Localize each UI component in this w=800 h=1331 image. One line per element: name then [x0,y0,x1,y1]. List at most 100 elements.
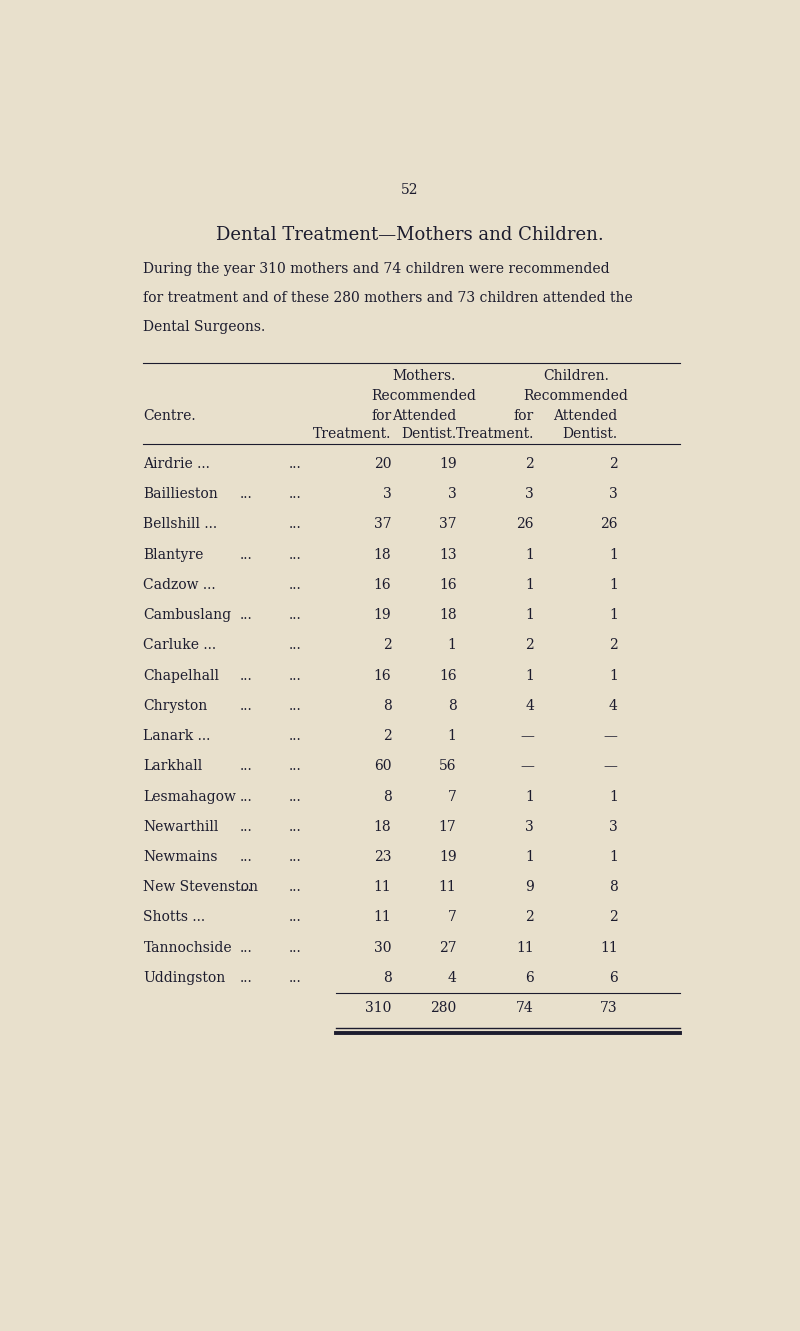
Text: 2: 2 [609,910,618,925]
Text: Attended: Attended [392,409,457,423]
Text: ...: ... [289,699,302,713]
Text: Dental Treatment—Mothers and Children.: Dental Treatment—Mothers and Children. [216,226,604,245]
Text: 52: 52 [402,184,418,197]
Text: Treatment.: Treatment. [456,427,534,441]
Text: 1: 1 [525,608,534,622]
Text: 2: 2 [382,729,391,743]
Text: 1: 1 [609,578,618,592]
Text: 9: 9 [526,880,534,894]
Text: Cambuslang: Cambuslang [143,608,231,622]
Text: Blantyre: Blantyre [143,547,204,562]
Text: —: — [604,729,618,743]
Text: Newarthill: Newarthill [143,820,218,833]
Text: 280: 280 [430,1001,457,1016]
Text: 74: 74 [516,1001,534,1016]
Text: 3: 3 [382,487,391,502]
Text: 18: 18 [374,547,391,562]
Text: Dentist.: Dentist. [562,427,618,441]
Text: 19: 19 [374,608,391,622]
Text: ...: ... [289,880,302,894]
Text: Recommended: Recommended [523,389,628,403]
Text: 37: 37 [439,518,457,531]
Text: 8: 8 [609,880,618,894]
Text: 16: 16 [374,578,391,592]
Text: ...: ... [289,970,302,985]
Text: 1: 1 [448,729,457,743]
Text: ...: ... [239,970,252,985]
Text: 2: 2 [609,639,618,652]
Text: 37: 37 [374,518,391,531]
Text: —: — [604,759,618,773]
Text: 4: 4 [609,699,618,713]
Text: Dental Surgeons.: Dental Surgeons. [143,319,266,334]
Text: ...: ... [289,578,302,592]
Text: Lesmahagow: Lesmahagow [143,789,236,804]
Text: ...: ... [289,851,302,864]
Text: 26: 26 [517,518,534,531]
Text: 11: 11 [374,880,391,894]
Text: 1: 1 [525,851,534,864]
Text: 1: 1 [609,547,618,562]
Text: 56: 56 [439,759,457,773]
Text: 19: 19 [439,457,457,471]
Text: Recommended: Recommended [371,389,476,403]
Text: 1: 1 [525,789,534,804]
Text: 1: 1 [609,668,618,683]
Text: ...: ... [239,789,252,804]
Text: for treatment and of these 280 mothers and 73 children attended the: for treatment and of these 280 mothers a… [143,291,633,305]
Text: 7: 7 [448,910,457,925]
Text: ...: ... [289,910,302,925]
Text: for: for [371,409,391,423]
Text: 27: 27 [439,941,457,954]
Text: 26: 26 [600,518,618,531]
Text: ...: ... [239,880,252,894]
Text: ...: ... [289,547,302,562]
Text: 1: 1 [609,851,618,864]
Text: Baillieston: Baillieston [143,487,218,502]
Text: Cadzow ...: Cadzow ... [143,578,216,592]
Text: —: — [520,759,534,773]
Text: 6: 6 [526,970,534,985]
Text: 17: 17 [438,820,457,833]
Text: 73: 73 [600,1001,618,1016]
Text: Chapelhall: Chapelhall [143,668,219,683]
Text: Bellshill ...: Bellshill ... [143,518,218,531]
Text: Tannochside: Tannochside [143,941,232,954]
Text: 6: 6 [609,970,618,985]
Text: 2: 2 [609,457,618,471]
Text: ...: ... [239,941,252,954]
Text: ...: ... [289,729,302,743]
Text: —: — [520,729,534,743]
Text: 30: 30 [374,941,391,954]
Text: 8: 8 [448,699,457,713]
Text: ...: ... [289,487,302,502]
Text: 1: 1 [525,668,534,683]
Text: Centre.: Centre. [143,409,196,423]
Text: 18: 18 [374,820,391,833]
Text: ...: ... [289,639,302,652]
Text: Airdrie ...: Airdrie ... [143,457,210,471]
Text: ...: ... [289,668,302,683]
Text: 11: 11 [600,941,618,954]
Text: 2: 2 [526,457,534,471]
Text: 7: 7 [448,789,457,804]
Text: 3: 3 [609,820,618,833]
Text: 2: 2 [526,910,534,925]
Text: 3: 3 [526,487,534,502]
Text: Uddingston: Uddingston [143,970,226,985]
Text: Treatment.: Treatment. [313,427,391,441]
Text: ...: ... [289,789,302,804]
Text: Newmains: Newmains [143,851,218,864]
Text: 18: 18 [439,608,457,622]
Text: Larkhall: Larkhall [143,759,202,773]
Text: 1: 1 [448,639,457,652]
Text: Shotts ...: Shotts ... [143,910,206,925]
Text: 310: 310 [365,1001,391,1016]
Text: 16: 16 [439,668,457,683]
Text: 3: 3 [609,487,618,502]
Text: 16: 16 [439,578,457,592]
Text: 11: 11 [516,941,534,954]
Text: Lanark ...: Lanark ... [143,729,210,743]
Text: 8: 8 [382,789,391,804]
Text: ...: ... [289,518,302,531]
